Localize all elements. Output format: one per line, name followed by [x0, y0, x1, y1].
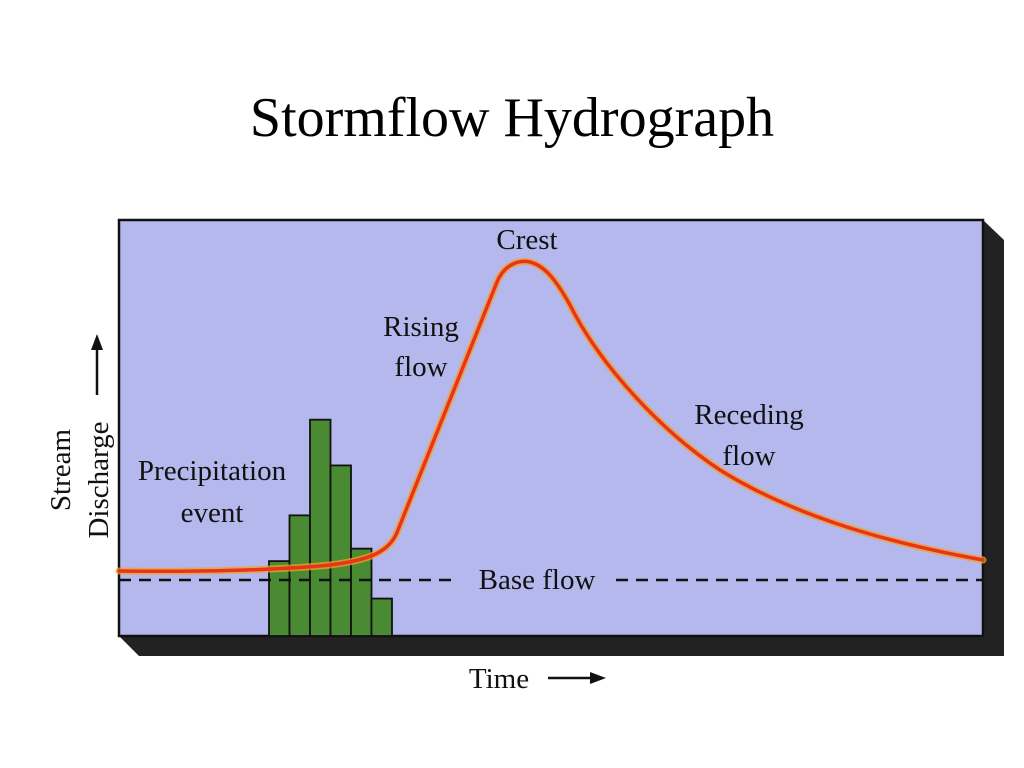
y-axis-label-line1: Stream: [45, 428, 77, 511]
precipitation-bar: [350, 547, 373, 637]
precipitation-bar: [288, 514, 311, 637]
precipitation-bar: [370, 597, 393, 637]
y-axis-label: Stream Discharge: [45, 421, 115, 538]
receding-flow-label-line2: flow: [722, 440, 775, 472]
precipitation-event-label-line2: event: [181, 497, 244, 529]
rising-flow-label-line2: flow: [394, 351, 447, 383]
receding-flow-label-line1: Receding: [694, 399, 804, 431]
slide-title: Stormflow Hydrograph: [249, 87, 775, 149]
rising-flow-label-line1: Rising: [383, 311, 459, 343]
precipitation-bar: [309, 418, 332, 637]
y-axis-label-line2: Discharge: [83, 421, 115, 538]
base-flow-label: Base flow: [479, 564, 596, 596]
x-axis-label: Time: [469, 663, 529, 695]
precipitation-bars: [268, 418, 393, 637]
precipitation-event-label-line1: Precipitation: [138, 455, 287, 487]
y-axis-arrow-head: [91, 334, 103, 350]
precipitation-bar: [329, 464, 352, 637]
hydrograph-curve: [117, 259, 985, 573]
base-flow-label-background: [474, 564, 600, 596]
crest-label: Crest: [496, 224, 557, 256]
x-axis-arrow-head: [590, 672, 606, 684]
